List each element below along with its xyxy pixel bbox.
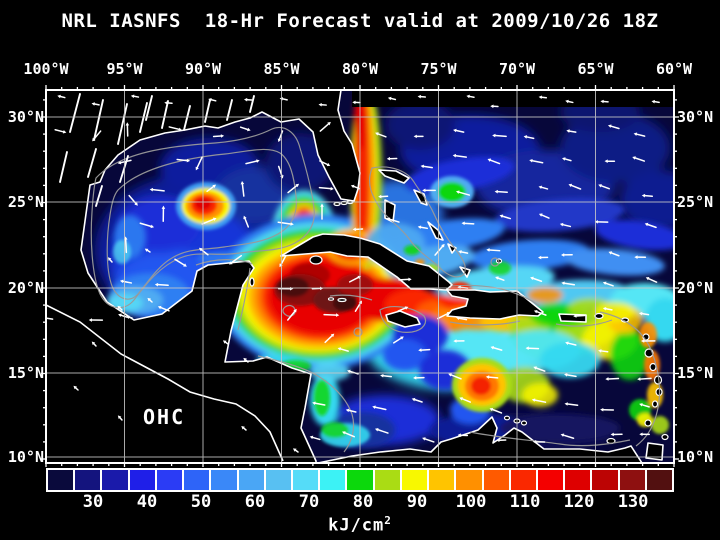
colorbar-tick-label: 50 [190,492,212,512]
lon-tick-label: 80°W [341,60,379,78]
colorbar-tick-labels: 30 40 50 60 70 80 90 100 110 120 130 [46,492,674,513]
colorbar-cell [265,470,291,490]
colorbar-cell [510,470,536,490]
colorbar-cell [592,470,618,490]
colorbar-tick-label: 80 [352,492,374,512]
lat-tick-label-left: 15°N [7,364,44,382]
colorbar-cell [565,470,591,490]
variable-annotation: OHC [143,405,186,429]
units-base: kJ/cm [328,515,385,536]
colorbar-cell [48,470,74,490]
colorbar-tick-label: 130 [617,492,649,512]
plot-title: NRL IASNFS 18-Hr Forecast valid at 2009/… [61,10,659,32]
lat-tick-label-left: 30°N [7,108,44,126]
colorbar-tick-label: 100 [455,492,487,512]
lat-tick-label-left: 10°N [7,448,44,466]
lon-tick-label: 85°W [263,60,300,78]
lon-tick-label: 65°W [577,60,614,78]
lon-tick-label: 75°W [420,60,457,78]
colorbar-tick-label: 60 [244,492,266,512]
colorbar-units: kJ/cm2 [0,514,720,536]
lat-tick-label-right: 20°N [677,279,714,297]
colorbar-cell [320,470,346,490]
colorbar-tick-label: 30 [82,492,104,512]
colorbar [46,468,674,492]
colorbar-cell [537,470,564,490]
colorbar-cell [211,470,237,490]
lat-tick-label-right: 30°N [677,108,714,126]
lat-tick-label-left: 25°N [7,193,44,211]
colorbar-cell [184,470,210,490]
colorbar-tick-label: 120 [563,492,595,512]
colorbar-tick-label: 70 [298,492,320,512]
units-exponent: 2 [384,514,392,527]
colorbar-cell [374,470,400,490]
colorbar-tick-label: 90 [406,492,428,512]
lon-tick-label: 90°W [184,60,222,78]
colorbar-cell [129,470,155,490]
lat-tick-label-right: 10°N [677,448,714,466]
colorbar-cell [156,470,183,490]
colorbar-tick-label: 40 [136,492,158,512]
colorbar-cell [619,470,645,490]
colorbar-cell [75,470,101,490]
lat-tick-label-right: 25°N [677,193,714,211]
colorbar-cell [102,470,128,490]
lon-tick-label: 60°W [655,60,693,78]
colorbar-cell [646,470,673,490]
lat-tick-label-left: 20°N [7,279,44,297]
lon-tick-label: 70°W [498,60,536,78]
colorbar-cell [456,470,482,490]
colorbar-cell [401,470,428,490]
colorbar-cell [483,470,509,490]
colorbar-cell [429,470,455,490]
lon-tick-label: 95°W [106,60,143,78]
colorbar-cell [238,470,264,490]
lat-tick-label-right: 15°N [677,364,714,382]
lon-tick-label: 100°W [23,60,69,78]
colorbar-tick-label: 110 [509,492,541,512]
colorbar-cell [347,470,373,490]
colorbar-cell [292,470,319,490]
